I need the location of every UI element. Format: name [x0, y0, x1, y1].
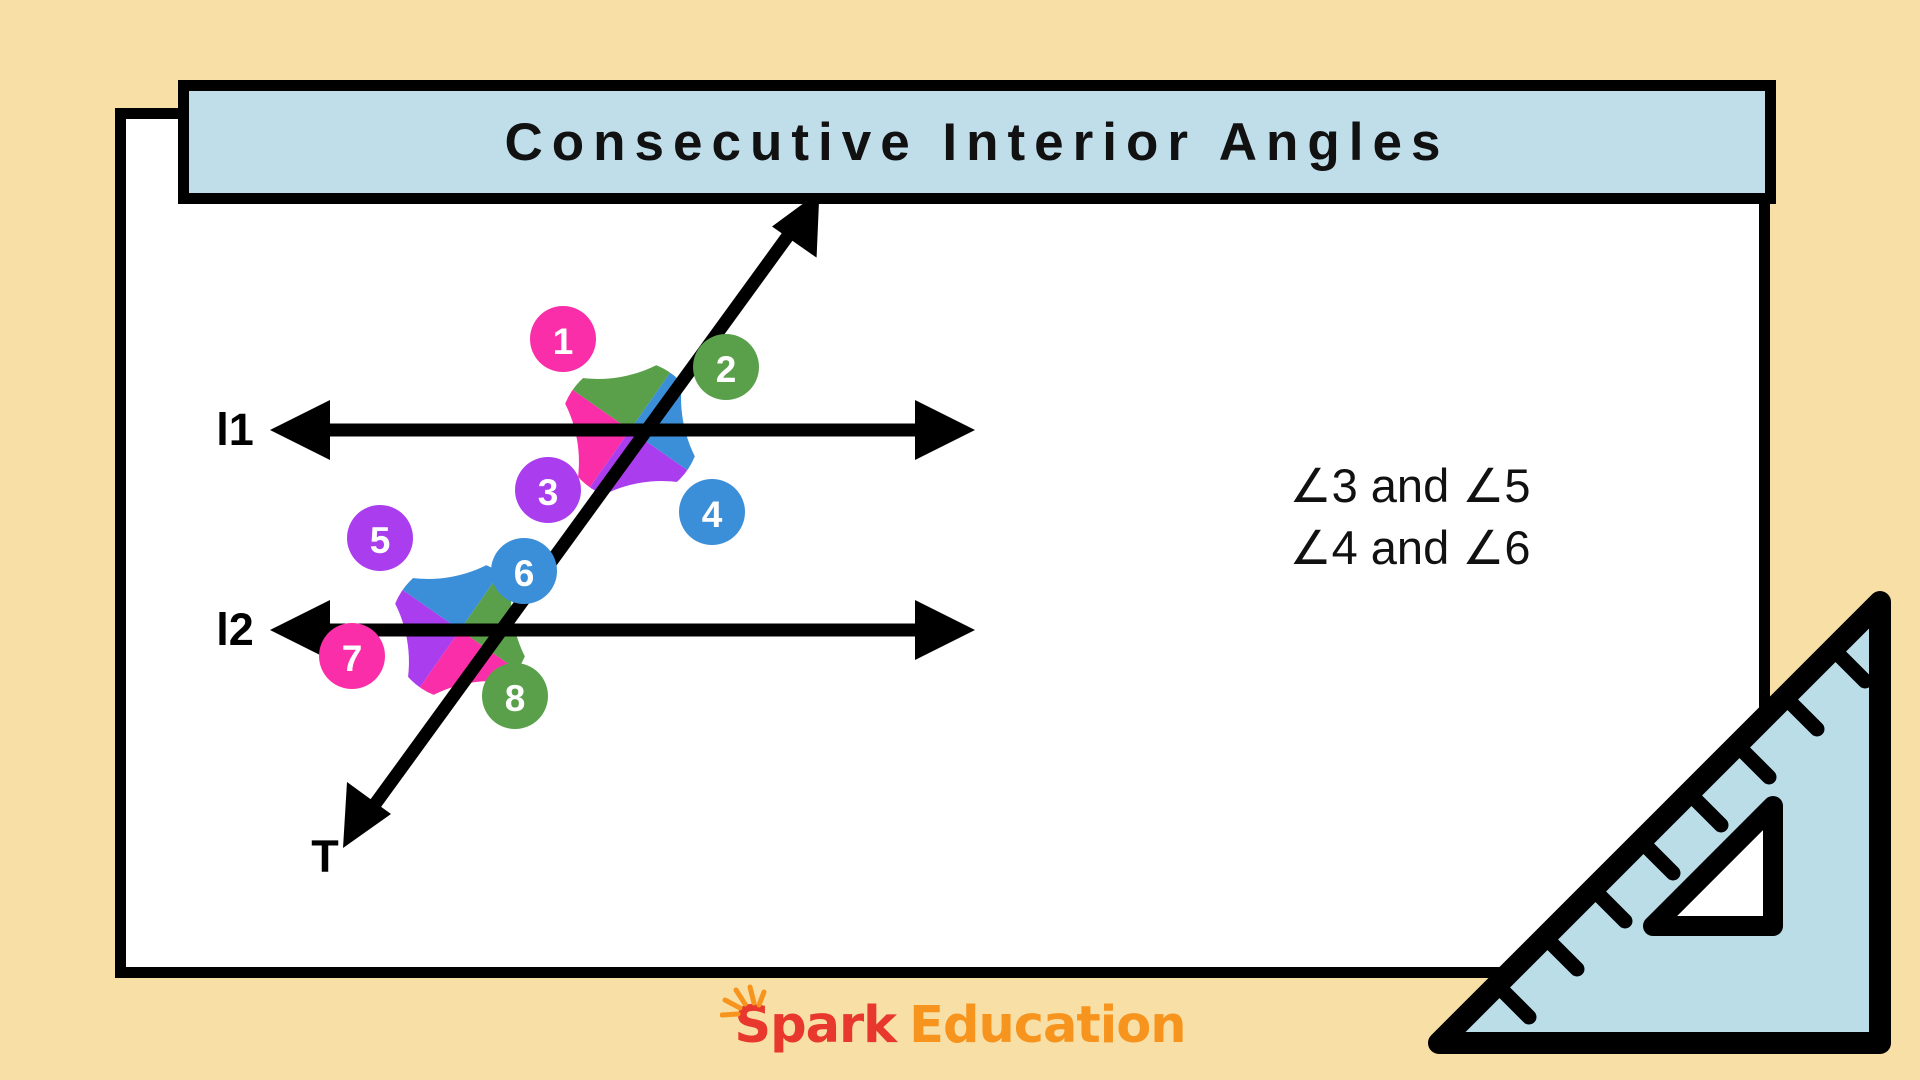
angle-badge-1: 1 [530, 306, 596, 372]
triangle-ruler [1428, 591, 1891, 1054]
transversal-line [343, 200, 820, 848]
angle-pair-2: ∠4 and ∠6 [1289, 521, 1531, 575]
angle-badge-4: 4 [679, 479, 745, 545]
angle-wedges-l2 [390, 560, 530, 700]
angle-badge-2-label: 2 [716, 349, 737, 390]
angle-wedge-8 [460, 560, 530, 700]
angle-pair-list: ∠3 and ∠5 ∠4 and ∠6 [1230, 455, 1590, 579]
angle-badge-5: 5 [347, 505, 413, 571]
line-l1-arrow-right [915, 400, 975, 460]
angle-badge-8: 8 [482, 663, 548, 729]
angle-badge-8-label: 8 [505, 678, 526, 719]
angle-wedge-3 [560, 430, 700, 500]
angle-wedge-1 [560, 360, 630, 500]
angle-badge-7: 7 [319, 623, 385, 689]
title-banner: Consecutive Interior Angles [178, 80, 1776, 204]
label-transversal: T [311, 831, 339, 882]
angle-badge-2: 2 [693, 334, 759, 400]
ruler-inner-cutout [1643, 796, 1783, 936]
angle-badge-5-label: 5 [370, 520, 391, 561]
line-l1-arrow-left [270, 400, 330, 460]
angle-wedge-7 [390, 630, 530, 700]
angle-wedge-6 [390, 560, 530, 630]
angle-badge-6-label: 6 [514, 553, 535, 594]
angle-wedge-2 [560, 360, 700, 430]
label-l2: l2 [216, 604, 254, 655]
angle-badge-7-label: 7 [342, 638, 363, 679]
angle-badge-3-label: 3 [538, 472, 559, 513]
ruler-body [1428, 591, 1891, 1054]
transversal-arrow-bottom [343, 782, 391, 848]
angle-wedge-5 [390, 560, 460, 700]
brand-logo: Spark Education [0, 984, 1920, 1065]
line-l2-arrow-left [270, 600, 330, 660]
line-l1 [270, 400, 975, 460]
label-l1: l1 [216, 404, 254, 455]
transversal-arrow-top [772, 200, 820, 258]
angle-badge-3: 3 [515, 457, 581, 523]
page-title: Consecutive Interior Angles [504, 112, 1450, 172]
geometry-diagram: l1 l2 T 1 2 3 4 5 6 [216, 200, 975, 882]
angle-badge-6: 6 [491, 538, 557, 604]
ruler-tick-marks [1489, 641, 1873, 1025]
angle-badge-1-label: 1 [553, 321, 574, 362]
line-l2-arrow-right [915, 600, 975, 660]
brand-word-spark: Spark [734, 995, 897, 1055]
angle-pair-1: ∠3 and ∠5 [1289, 459, 1531, 512]
spark-rays-icon [720, 984, 767, 1017]
brand-word-education: Education [909, 995, 1187, 1055]
line-l2 [270, 600, 975, 660]
angle-badge-4-label: 4 [702, 494, 723, 535]
